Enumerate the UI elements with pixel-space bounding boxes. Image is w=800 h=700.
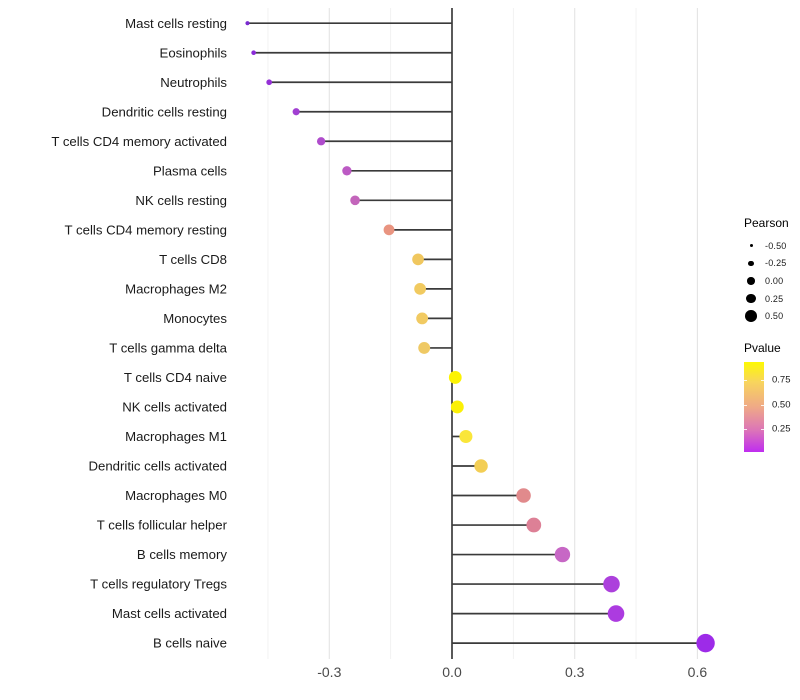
lollipop-dot (459, 429, 473, 444)
y-axis-label: Plasma cells (153, 163, 227, 178)
legend-pvalue-title: Pvalue (744, 341, 781, 355)
legend-pearson-title: Pearson (744, 216, 789, 230)
lollipop-dot (418, 341, 431, 354)
pvalue-gradient-wrap: 0.75 0.50 0.25 (744, 362, 800, 454)
lollipop-dot (414, 282, 426, 295)
y-axis-label: T cells follicular helper (97, 518, 228, 533)
y-axis-label: B cells memory (137, 547, 228, 562)
lollipop-dot (474, 459, 488, 473)
y-axis-label: T cells gamma delta (109, 341, 227, 356)
y-axis-label: Mast cells resting (125, 16, 227, 31)
lollipop-dot (383, 224, 395, 236)
legend-pvalue-tick-mark (744, 405, 747, 406)
y-axis-label: Macrophages M2 (125, 281, 227, 296)
lollipop-dot (526, 517, 542, 533)
y-axis-label: Monocytes (163, 311, 227, 326)
y-axis-label: T cells CD4 memory activated (51, 134, 227, 149)
y-axis-label: Dendritic cells resting (102, 104, 227, 119)
lollipop-dot (448, 371, 462, 384)
legend-pvalue-tick-label: 0.75 (772, 374, 791, 386)
lollipop-dot (516, 488, 531, 503)
y-axis-label: Macrophages M1 (125, 429, 227, 444)
legend-size-label: 0.00 (765, 275, 784, 286)
y-axis-label: Dendritic cells activated (88, 459, 227, 474)
pvalue-gradient-bar (744, 362, 764, 452)
legend-pvalue-tick-mark (761, 380, 764, 381)
legend-size-dotbox (744, 277, 758, 285)
legend-size-dotbox (744, 310, 758, 323)
lollipop-dot (316, 137, 326, 146)
y-axis-label: Macrophages M0 (125, 488, 227, 503)
lollipop-dot (450, 400, 464, 414)
legend-pvalue-tick-mark (761, 429, 764, 430)
x-axis-tick-label: 0.6 (688, 664, 708, 680)
legend-size-label: -0.25 (765, 258, 787, 269)
legend-size-dot (747, 277, 755, 285)
legend-pvalue-tick-mark (744, 429, 747, 430)
lollipop-dot (245, 21, 250, 26)
y-axis-label: Mast cells activated (112, 606, 227, 621)
legend-size-item: 0.50 (744, 307, 800, 325)
lollipop-dot (607, 605, 625, 622)
legend-size-item: -0.50 (744, 237, 800, 255)
lollipop-dot (292, 108, 300, 116)
y-axis-label: T cells CD4 naive (124, 370, 227, 385)
legend-pvalue-tick-mark (761, 405, 764, 406)
y-axis-label: T cells CD8 (159, 252, 227, 267)
legend-size-dotbox (744, 260, 758, 266)
legend-size-dot (749, 244, 753, 248)
legend-pvalue: Pvalue 0.75 0.50 0.25 (744, 341, 800, 454)
lollipop-dot (696, 633, 715, 653)
lollipop-dot (412, 253, 424, 266)
legend-pvalue-tick-label: 0.50 (772, 399, 791, 411)
legend-size-dot (746, 293, 756, 304)
legend-pvalue-tick-label: 0.25 (772, 423, 791, 435)
legend-size-dot (748, 260, 754, 266)
x-axis-tick-label: 0.0 (442, 664, 462, 680)
y-axis-label: Neutrophils (160, 75, 227, 90)
legend-size-label: -0.50 (765, 240, 787, 251)
lollipop-dot (251, 50, 256, 56)
lollipop-dot (416, 312, 429, 325)
legend-size-dot (745, 310, 757, 323)
x-axis-tick-label: 0.3 (565, 664, 585, 680)
y-axis-label: T cells regulatory Tregs (90, 577, 227, 592)
legend-size-dotbox (744, 293, 758, 304)
lollipop-dot (266, 79, 273, 86)
legend-size-label: 0.25 (765, 293, 784, 304)
lollipop-dot (342, 166, 352, 176)
legend-size-label: 0.50 (765, 311, 784, 322)
y-axis-label: NK cells activated (122, 400, 227, 415)
y-axis-label: NK cells resting (135, 193, 227, 208)
y-axis-label: B cells naive (153, 636, 227, 651)
x-axis-tick-label: -0.3 (317, 664, 341, 680)
y-axis-label: T cells CD4 memory resting (65, 222, 227, 237)
legend-pearson: Pearson -0.50 -0.25 0.00 0.25 0.50 (744, 216, 800, 325)
legend-size-item: 0.25 (744, 290, 800, 308)
y-axis-label: Eosinophils (160, 45, 228, 60)
legend-size-item: -0.25 (744, 255, 800, 273)
legend-size-dotbox (744, 244, 758, 248)
lollipop-dot (603, 575, 620, 593)
legend-pvalue-tick-mark (744, 380, 747, 381)
legend-size-item: 0.00 (744, 272, 800, 290)
legend-pearson-items: -0.50 -0.25 0.00 0.25 0.50 (744, 237, 800, 325)
lollipop-dot (350, 195, 360, 206)
lollipop-dot (554, 546, 571, 563)
